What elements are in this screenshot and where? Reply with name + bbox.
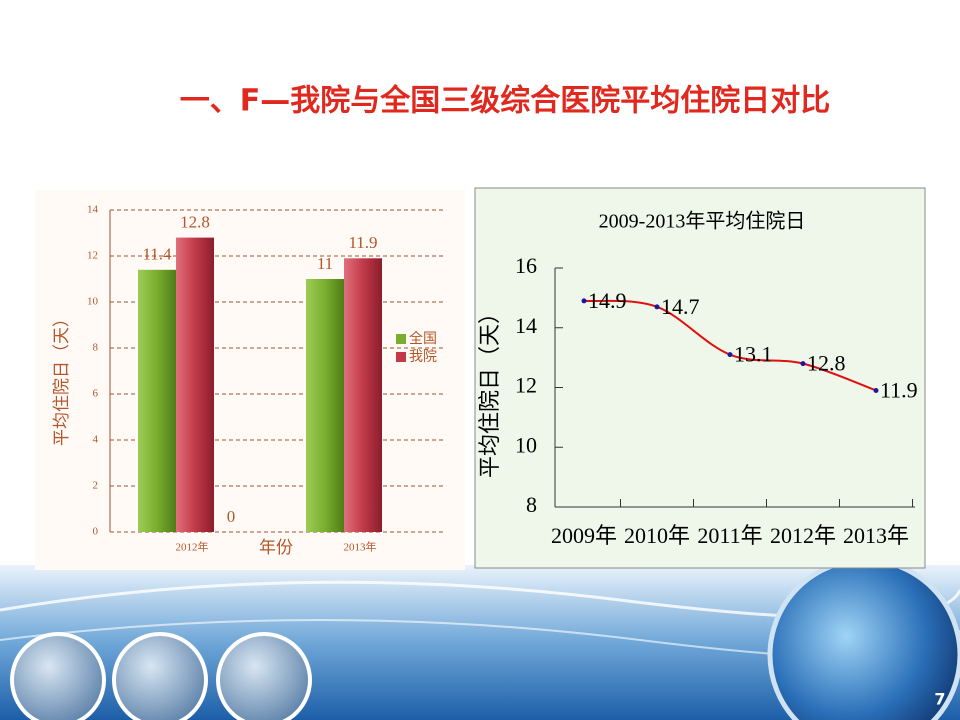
value-label: 11.4 <box>142 245 172 264</box>
y-tick-label: 8 <box>93 342 99 354</box>
y-axis-label: 平均住院日（天） <box>52 310 72 446</box>
y-tick-label: 10 <box>87 296 99 308</box>
bar <box>344 258 382 532</box>
y-tick-label: 6 <box>93 388 99 400</box>
point <box>654 304 660 310</box>
annotation: 0 <box>227 507 236 526</box>
x-axis-label: 年份 <box>259 538 293 558</box>
legend-swatch <box>396 352 406 362</box>
left-chart-panel <box>35 190 465 570</box>
y-tick-label: 0 <box>93 526 99 538</box>
value-label: 11.9 <box>348 233 377 252</box>
legend-label: 我院 <box>409 349 437 365</box>
y-tick-label: 12 <box>87 250 98 262</box>
y-tick-label: 2 <box>93 480 99 492</box>
page-number: 7 <box>934 690 945 709</box>
x-tick-label: 2012年 <box>176 540 209 554</box>
photo-circle <box>112 632 208 720</box>
y-tick-label: 14 <box>87 204 99 216</box>
x-tick-label: 2013年 <box>843 523 909 548</box>
value-label: 12.8 <box>807 351 846 376</box>
x-tick-label: 2011年 <box>697 523 762 548</box>
value-label: 14.9 <box>588 288 627 313</box>
y-tick-label: 10 <box>515 432 537 457</box>
y-tick-label: 14 <box>515 313 537 338</box>
point <box>581 298 587 304</box>
slide-title: 一、F—我院与全国三级综合医院平均住院日对比 <box>180 84 831 119</box>
value-label: 14.7 <box>661 294 700 319</box>
legend-label: 全国 <box>409 330 437 347</box>
x-tick-label: 2013年 <box>344 540 377 554</box>
chart-title: 2009-2013年平均住院日 <box>599 210 806 233</box>
photo-circle <box>216 632 312 720</box>
value-label: 11 <box>317 254 333 273</box>
y-tick-label: 16 <box>515 253 537 278</box>
legend-swatch <box>396 334 406 344</box>
y-tick-label: 8 <box>526 492 537 517</box>
right-chart-panel <box>474 187 926 569</box>
value-label: 11.9 <box>880 378 918 403</box>
x-tick-label: 2010年 <box>624 523 690 548</box>
y-axis-label: 平均住院日（天） <box>477 302 502 478</box>
globe <box>767 557 960 720</box>
value-label: 13.1 <box>734 342 773 367</box>
x-tick-label: 2009年 <box>551 523 617 548</box>
point <box>727 352 733 358</box>
y-tick-label: 12 <box>515 373 537 398</box>
photo-circle <box>10 632 106 720</box>
y-tick-label: 4 <box>93 434 99 446</box>
x-tick-label: 2012年 <box>770 523 836 548</box>
value-label: 12.8 <box>180 213 210 232</box>
point <box>873 387 879 393</box>
bar <box>176 237 214 532</box>
bar <box>138 269 176 532</box>
bar <box>306 279 344 532</box>
point <box>800 361 806 367</box>
